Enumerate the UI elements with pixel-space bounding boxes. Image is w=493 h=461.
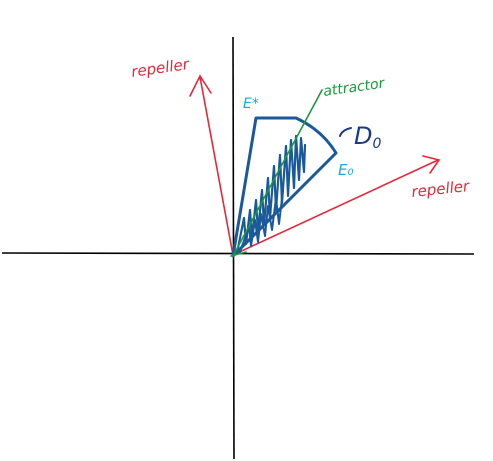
repeller-arrow-right [232, 155, 441, 256]
e-star-label: E* [243, 96, 259, 112]
repeller-label-left: repeller [130, 55, 191, 81]
attractor-label: attractor [322, 75, 386, 100]
d0-pointer-icon [339, 127, 352, 137]
e-zero-label: E₀ [338, 161, 354, 179]
attractor-line [230, 89, 323, 257]
repeller-arrow-left [189, 74, 234, 256]
region-d0 [231, 116, 338, 258]
repeller-label-right: repeller [411, 177, 471, 201]
d0-label: D0 [354, 122, 381, 152]
